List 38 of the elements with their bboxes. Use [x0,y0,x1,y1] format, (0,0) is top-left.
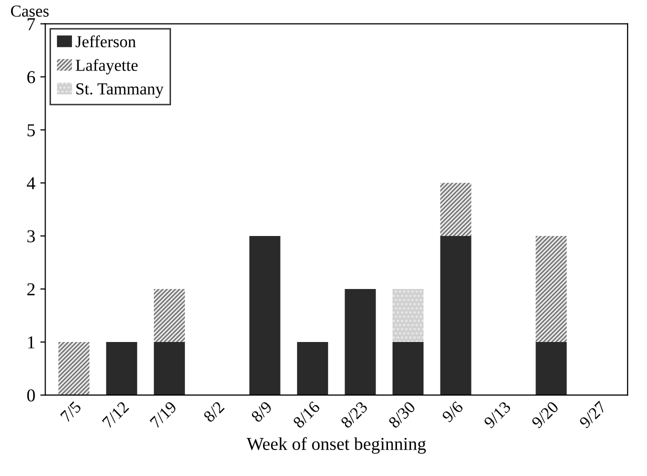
y-tick-label: 2 [27,283,35,296]
legend-label: Jefferson [76,35,136,48]
legend-label: St. Tammany [76,83,164,98]
y-axis-title: Cases [11,6,49,17]
bar [440,182,472,236]
bar [440,236,472,396]
x-tick-label: 9/13 [483,400,512,429]
bar [249,236,280,396]
bar [106,342,138,396]
bar [392,342,424,396]
bar [344,289,376,396]
x-tick-label: 7/5 [60,400,82,423]
bar [297,342,328,396]
x-tick-label: 8/16 [292,400,321,429]
bar [392,289,424,342]
y-tick-label: 5 [28,124,35,136]
y-tick-label: 0 [27,389,35,402]
x-tick-label: 8/23 [340,400,368,429]
x-tick-label: 9/20 [530,400,560,429]
x-axis-title: Week of onset beginning [246,437,426,454]
x-tick-label: 8/2 [202,400,225,423]
y-tick-label: 7 [28,18,36,30]
x-tick-label: 7/19 [150,400,178,428]
bar [154,342,185,396]
bar [154,289,185,342]
bar [58,342,90,396]
x-tick-label: 9/6 [441,400,464,423]
x-tick-label: 9/27 [578,400,607,429]
y-tick-label: 3 [27,230,35,242]
x-tick-label: 8/9 [250,400,273,423]
x-tick-label: 8/30 [388,400,416,429]
bar [536,342,567,396]
y-tick-label: 1 [28,336,34,348]
legend-label: Lafayette [76,59,138,74]
y-tick-label: 6 [27,71,36,84]
y-tick-label: 4 [26,177,36,190]
bar [536,236,567,342]
x-tick-label: 7/12 [102,400,130,428]
